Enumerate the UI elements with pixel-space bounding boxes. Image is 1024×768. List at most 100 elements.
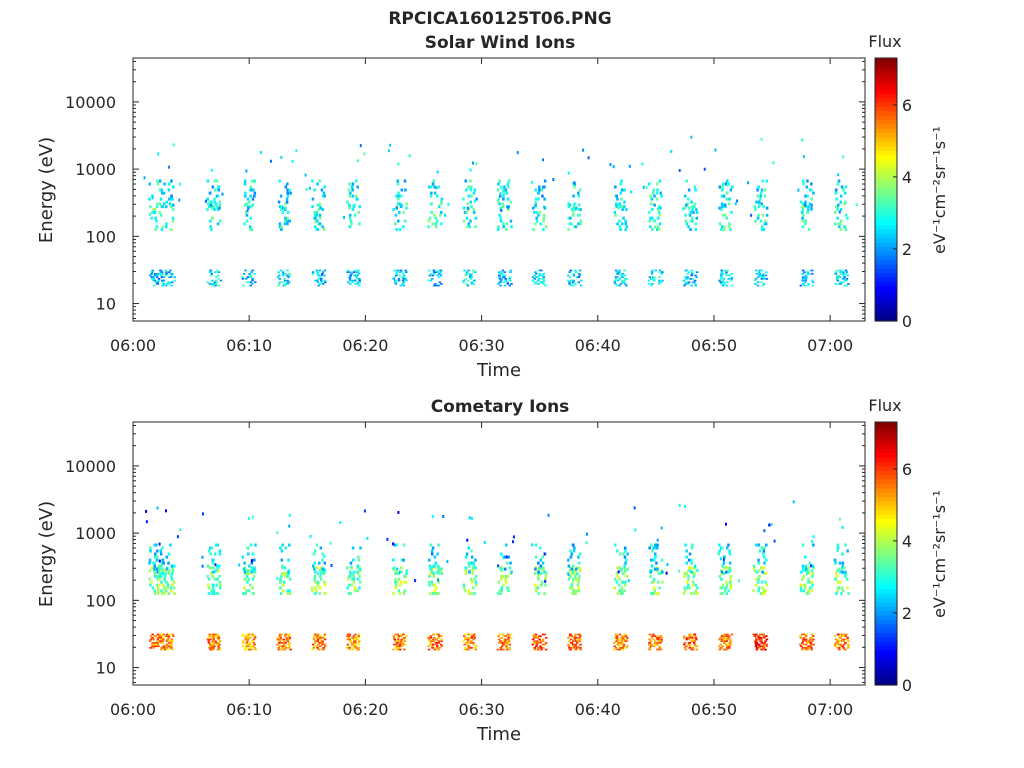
heatmap-cell bbox=[569, 555, 573, 559]
heatmap-cell bbox=[213, 179, 217, 183]
heatmap-cell bbox=[313, 642, 317, 644]
heatmap-cell bbox=[498, 566, 502, 570]
heatmap-cell bbox=[156, 642, 160, 644]
heatmap-cell bbox=[726, 645, 729, 648]
heatmap-cell bbox=[324, 592, 327, 595]
heatmap-cell bbox=[811, 583, 814, 587]
heatmap-cell bbox=[683, 586, 686, 590]
heatmap-cell bbox=[808, 580, 811, 584]
heatmap-cell bbox=[350, 273, 353, 275]
heatmap-cell bbox=[801, 273, 805, 275]
heatmap-cell bbox=[398, 202, 401, 206]
heatmap-cell bbox=[694, 274, 697, 277]
heatmap-cell bbox=[392, 648, 395, 651]
heatmap-cell bbox=[431, 549, 434, 553]
heatmap-cell bbox=[753, 569, 757, 573]
heatmap-cell bbox=[683, 276, 687, 278]
heatmap-cell bbox=[314, 225, 317, 229]
heatmap-cell bbox=[685, 572, 689, 575]
heatmap-cell bbox=[214, 279, 218, 282]
heatmap-cell bbox=[619, 647, 622, 649]
heatmap-cell bbox=[836, 569, 839, 573]
heatmap-cell bbox=[428, 638, 431, 641]
heatmap-cell bbox=[314, 549, 317, 553]
heatmap-cell bbox=[763, 219, 767, 223]
heatmap-cell bbox=[277, 271, 280, 273]
heatmap-cell bbox=[844, 543, 847, 547]
heatmap-cell bbox=[214, 569, 218, 573]
x-tick-label: 06:00 bbox=[110, 700, 156, 719]
heatmap-cell bbox=[690, 284, 693, 287]
heatmap-cell bbox=[396, 633, 400, 636]
heatmap-cell bbox=[435, 570, 439, 574]
heatmap-cell bbox=[394, 577, 397, 581]
heatmap-cell bbox=[764, 589, 767, 593]
heatmap-cell bbox=[543, 633, 546, 636]
heatmap-cell bbox=[165, 284, 168, 287]
heatmap-cell bbox=[394, 572, 398, 575]
heatmap-cell bbox=[804, 203, 807, 207]
heatmap-cell bbox=[841, 281, 845, 284]
heatmap-cell bbox=[544, 648, 548, 651]
heatmap-cell bbox=[249, 543, 253, 547]
heatmap-cell bbox=[693, 643, 696, 646]
heatmap-cell bbox=[542, 283, 545, 285]
heatmap-cell bbox=[167, 637, 171, 639]
heatmap-cell bbox=[402, 592, 406, 595]
heatmap-cell bbox=[167, 552, 171, 556]
heatmap-cell bbox=[810, 569, 814, 573]
heatmap-cell bbox=[730, 276, 733, 278]
heatmap-cell bbox=[843, 202, 846, 206]
heatmap-cell bbox=[439, 213, 442, 217]
heatmap-cell bbox=[253, 558, 256, 562]
heatmap-cell bbox=[536, 640, 539, 642]
heatmap-cell bbox=[586, 532, 588, 536]
heatmap-cell bbox=[539, 222, 542, 226]
heatmap-cell bbox=[156, 274, 159, 277]
heatmap-cell bbox=[802, 213, 805, 217]
heatmap-cell bbox=[209, 203, 213, 207]
heatmap-cell bbox=[847, 640, 850, 642]
heatmap-cell bbox=[687, 188, 691, 192]
heatmap-cell bbox=[655, 637, 659, 639]
heatmap-cell bbox=[652, 638, 655, 641]
heatmap-cell bbox=[838, 517, 841, 521]
heatmap-cell bbox=[502, 225, 505, 229]
heatmap-cell bbox=[571, 586, 574, 590]
heatmap-cell bbox=[153, 570, 156, 574]
heatmap-cell bbox=[165, 273, 168, 275]
heatmap-cell bbox=[250, 188, 253, 192]
heatmap-cell bbox=[759, 592, 763, 595]
heatmap-cell bbox=[836, 640, 839, 642]
heatmap-cell bbox=[695, 271, 699, 273]
heatmap-cell bbox=[316, 633, 320, 636]
heatmap-cell bbox=[752, 566, 756, 570]
heatmap-cell bbox=[810, 203, 813, 207]
heatmap-cell bbox=[578, 566, 581, 570]
heatmap-cell bbox=[473, 637, 476, 639]
heatmap-cell bbox=[754, 279, 757, 282]
heatmap-cell bbox=[323, 279, 326, 282]
heatmap-cell bbox=[278, 642, 281, 644]
heatmap-cell bbox=[621, 592, 624, 595]
heatmap-cell bbox=[435, 638, 438, 641]
heatmap-cell bbox=[402, 276, 406, 278]
heatmap-cell bbox=[841, 570, 844, 574]
heatmap-cell bbox=[156, 281, 160, 284]
heatmap-cell bbox=[502, 648, 505, 651]
heatmap-cell bbox=[405, 635, 408, 637]
heatmap-cell bbox=[161, 279, 164, 282]
heatmap-cell bbox=[153, 643, 157, 646]
colorbar-segment bbox=[875, 452, 897, 458]
heatmap-cell bbox=[760, 276, 764, 278]
heatmap-burst bbox=[641, 149, 673, 287]
heatmap-cell bbox=[531, 180, 534, 184]
heatmap-cell bbox=[505, 645, 508, 648]
heatmap-cell bbox=[801, 269, 805, 272]
heatmap-cell bbox=[354, 637, 357, 639]
colorbar-segment bbox=[875, 312, 897, 318]
heatmap-cell bbox=[801, 216, 804, 220]
colorbar-segment bbox=[875, 93, 897, 99]
heatmap-cell bbox=[438, 647, 441, 649]
heatmap-cell bbox=[156, 583, 160, 587]
